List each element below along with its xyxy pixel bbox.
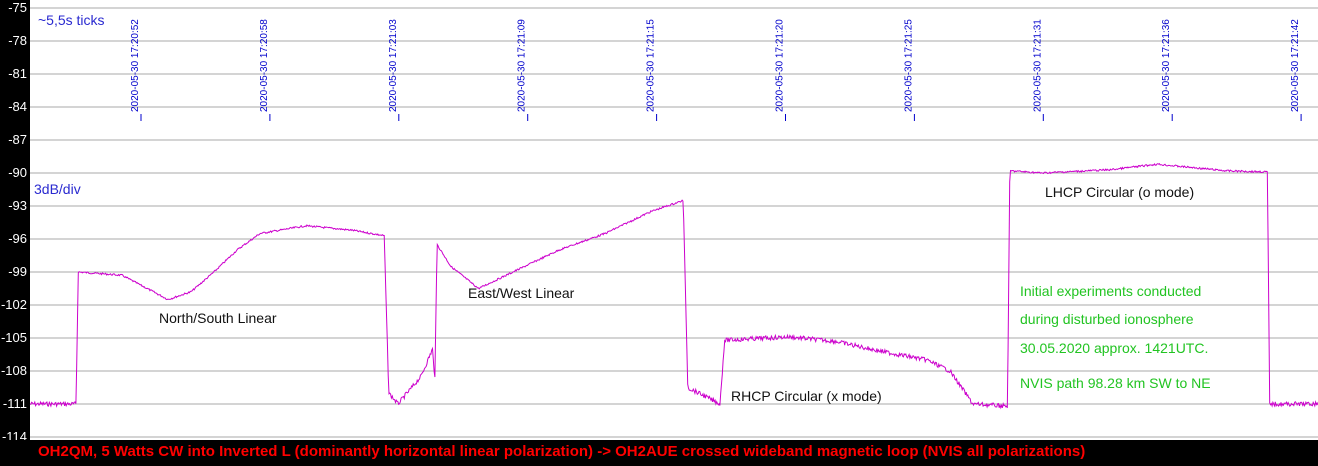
experiment-note-line-2: during disturbed ionosphere xyxy=(1020,311,1194,327)
gridlines xyxy=(30,7,1318,438)
y-tick-label: -78 xyxy=(8,33,27,48)
time-tick-label: 2020-05-30 17:21:25 xyxy=(903,19,914,112)
y-tick-label: -93 xyxy=(8,198,27,213)
y-tick-label: -105 xyxy=(1,330,27,345)
y-tick-label: -87 xyxy=(8,132,27,147)
rhcp-label: RHCP Circular (x mode) xyxy=(731,388,882,404)
time-tick-label: 2020-05-30 17:21:36 xyxy=(1161,19,1172,112)
lhcp-label: LHCP Circular (o mode) xyxy=(1045,184,1194,200)
time-tick-label: 2020-05-30 17:21:20 xyxy=(775,19,786,112)
y-tick-label: -102 xyxy=(1,297,27,312)
y-tick-label: -96 xyxy=(8,231,27,246)
signal-strength-chart: -75 -78 -81 -84 -87 -90 -93 -96 -99 -102 -105 -108 -… xyxy=(0,0,1318,440)
north-south-label: North/South Linear xyxy=(159,310,277,326)
caption-bar: OH2QM, 5 Watts CW into Inverted L (domin… xyxy=(0,440,1318,466)
time-tick-label: 2020-05-30 17:21:09 xyxy=(517,19,528,112)
y-tick-label: -84 xyxy=(8,99,27,114)
plot-background xyxy=(0,0,1318,440)
y-tick-label: -111 xyxy=(3,396,27,411)
experiment-note-line-3: 30.05.2020 approx. 1421UTC. xyxy=(1020,340,1208,356)
caption-text: OH2QM, 5 Watts CW into Inverted L (domin… xyxy=(38,443,1086,460)
y-axis-labels: -75 -78 -81 -84 -87 -90 -93 -96 -99 -102 -105 -108 -… xyxy=(1,0,27,440)
y-tick-label: -75 xyxy=(8,0,27,15)
experiment-note-line-4: NVIS path 98.28 km SW to NE xyxy=(1020,375,1211,391)
time-tick-label: 2020-05-30 17:21:15 xyxy=(646,19,657,112)
y-tick-label: -81 xyxy=(8,66,27,81)
time-tick-label: 2020-05-30 17:21:03 xyxy=(388,19,399,112)
time-axis-ticks: 2020-05-30 17:20:52 2020-05-30 17:20:58 20… xyxy=(130,19,1302,121)
east-west-label: East/West Linear xyxy=(468,285,575,301)
time-tick-label: 2020-05-30 17:20:58 xyxy=(259,19,270,112)
y-tick-label: -108 xyxy=(1,363,27,378)
y-axis-bar xyxy=(0,0,30,440)
time-tick-label: 2020-05-30 17:21:42 xyxy=(1290,19,1301,112)
y-tick-label: -90 xyxy=(8,165,27,180)
experiment-note-line-1: Initial experiments conducted xyxy=(1020,283,1201,299)
y-tick-label: -114 xyxy=(2,429,27,440)
signal-trace-line xyxy=(29,162,1318,410)
time-tick-label: 2020-05-30 17:20:52 xyxy=(130,19,141,112)
scale-note: 3dB/div xyxy=(34,181,81,197)
tick-interval-note: ~5,5s ticks xyxy=(38,12,105,28)
time-tick-label: 2020-05-30 17:21:31 xyxy=(1032,19,1043,112)
y-tick-label: -99 xyxy=(8,264,27,279)
